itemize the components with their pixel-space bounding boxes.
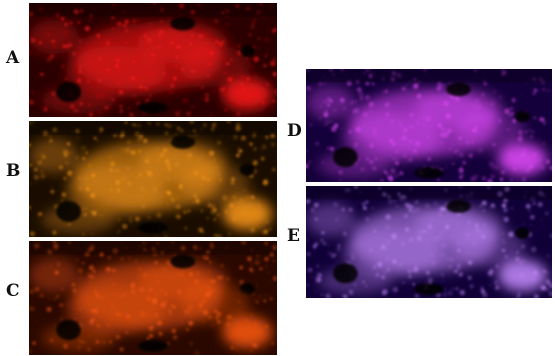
- panel-label-d: D: [287, 121, 302, 141]
- panel-label-a: A: [6, 48, 20, 68]
- micrograph-panel-e: [306, 186, 552, 298]
- panel-label-e: E: [287, 226, 300, 246]
- micrograph-panel-c: [29, 241, 277, 355]
- micrograph-image-a: [29, 3, 277, 117]
- panel-label-c: C: [6, 281, 20, 301]
- micrograph-image-c: [29, 241, 277, 355]
- micrograph-image-e: [306, 186, 552, 298]
- micrograph-image-d: [306, 69, 552, 182]
- micrograph-panel-a: [29, 3, 277, 117]
- micrograph-panel-b: [29, 121, 277, 237]
- micrograph-panel-d: [306, 69, 552, 182]
- panel-label-b: B: [6, 161, 21, 181]
- micrograph-image-b: [29, 121, 277, 237]
